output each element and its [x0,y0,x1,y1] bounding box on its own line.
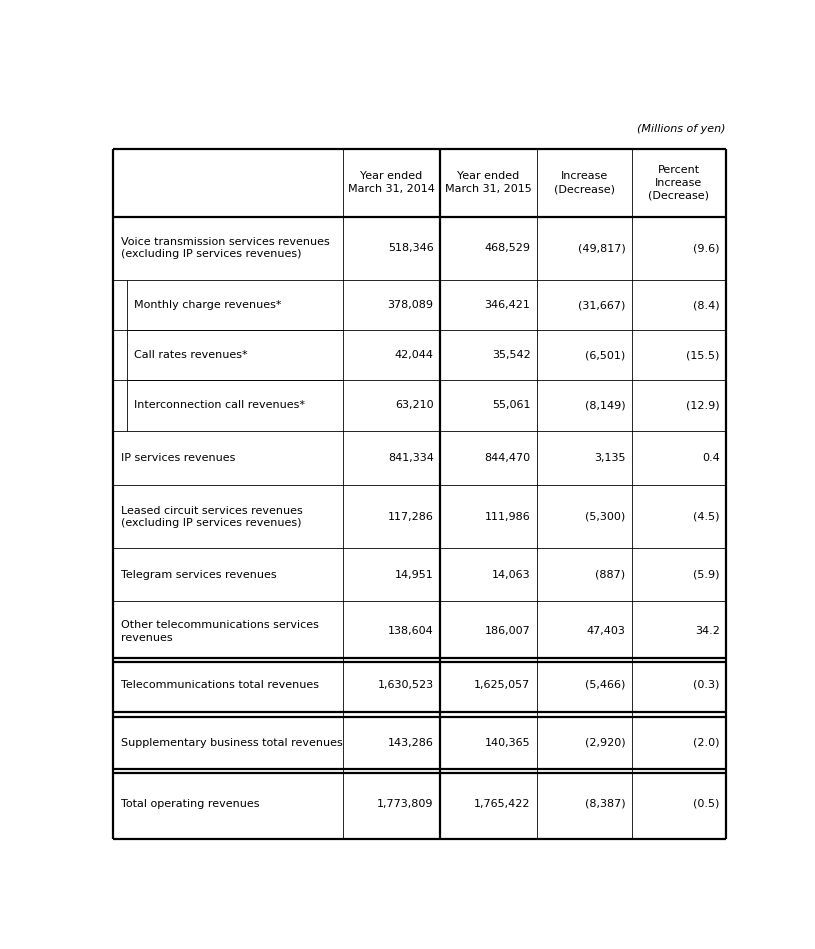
Text: (2,920): (2,920) [585,737,625,748]
Text: 14,951: 14,951 [395,569,434,580]
Text: (5.9): (5.9) [694,569,720,580]
Text: 1,625,057: 1,625,057 [474,679,531,690]
Text: Year ended
March 31, 2015: Year ended March 31, 2015 [445,171,531,195]
Text: 841,334: 841,334 [388,453,434,463]
Text: 0.4: 0.4 [702,453,720,463]
Text: (31,667): (31,667) [578,300,625,310]
Text: 186,007: 186,007 [485,626,531,637]
Text: 117,286: 117,286 [388,512,434,522]
Text: (6,501): (6,501) [585,350,625,361]
Text: Telegram services revenues: Telegram services revenues [121,569,276,580]
Text: 1,765,422: 1,765,422 [474,799,531,809]
Text: 34.2: 34.2 [695,626,720,637]
Text: Telecommunications total revenues: Telecommunications total revenues [121,679,319,690]
Text: Voice transmission services revenues
(excluding IP services revenues): Voice transmission services revenues (ex… [121,237,329,259]
Text: Increase
(Decrease): Increase (Decrease) [553,171,615,195]
Text: 143,286: 143,286 [388,737,434,748]
Text: (887): (887) [595,569,625,580]
Text: 844,470: 844,470 [484,453,531,463]
Text: Supplementary business total revenues: Supplementary business total revenues [121,737,342,748]
Text: IP services revenues: IP services revenues [121,453,235,463]
Text: 468,529: 468,529 [484,243,531,253]
Text: 3,135: 3,135 [594,453,625,463]
Text: (49,817): (49,817) [578,243,625,253]
Text: 138,604: 138,604 [388,626,434,637]
Text: (0.5): (0.5) [694,799,720,809]
Text: 14,063: 14,063 [491,569,531,580]
Text: (Millions of yen): (Millions of yen) [637,124,726,135]
Text: (0.3): (0.3) [694,679,720,690]
Text: 140,365: 140,365 [485,737,531,748]
Text: 346,421: 346,421 [485,300,531,310]
Text: (15.5): (15.5) [686,350,720,361]
Text: (12.9): (12.9) [686,400,720,411]
Text: Year ended
March 31, 2014: Year ended March 31, 2014 [348,171,435,195]
Text: 63,210: 63,210 [395,400,434,411]
Text: Percent
Increase
(Decrease): Percent Increase (Decrease) [648,164,709,201]
Text: (2.0): (2.0) [694,737,720,748]
Text: Interconnection call revenues*: Interconnection call revenues* [134,400,305,411]
Text: Call rates revenues*: Call rates revenues* [134,350,248,361]
Text: (4.5): (4.5) [694,512,720,522]
Text: Total operating revenues: Total operating revenues [121,799,259,809]
Text: Leased circuit services revenues
(excluding IP services revenues): Leased circuit services revenues (exclud… [121,506,302,528]
Text: (8,149): (8,149) [585,400,625,411]
Text: (5,466): (5,466) [585,679,625,690]
Text: 47,403: 47,403 [587,626,625,637]
Text: 42,044: 42,044 [394,350,434,361]
Text: (8.4): (8.4) [694,300,720,310]
Text: (5,300): (5,300) [585,512,625,522]
Text: 378,089: 378,089 [388,300,434,310]
Text: 111,986: 111,986 [485,512,531,522]
Text: 518,346: 518,346 [388,243,434,253]
Text: 55,061: 55,061 [492,400,531,411]
Text: 35,542: 35,542 [491,350,531,361]
Text: Other telecommunications services
revenues: Other telecommunications services revenu… [121,621,319,642]
Text: (9.6): (9.6) [694,243,720,253]
Text: (8,387): (8,387) [585,799,625,809]
Text: 1,630,523: 1,630,523 [377,679,434,690]
Text: 1,773,809: 1,773,809 [377,799,434,809]
Text: Monthly charge revenues*: Monthly charge revenues* [134,300,281,310]
